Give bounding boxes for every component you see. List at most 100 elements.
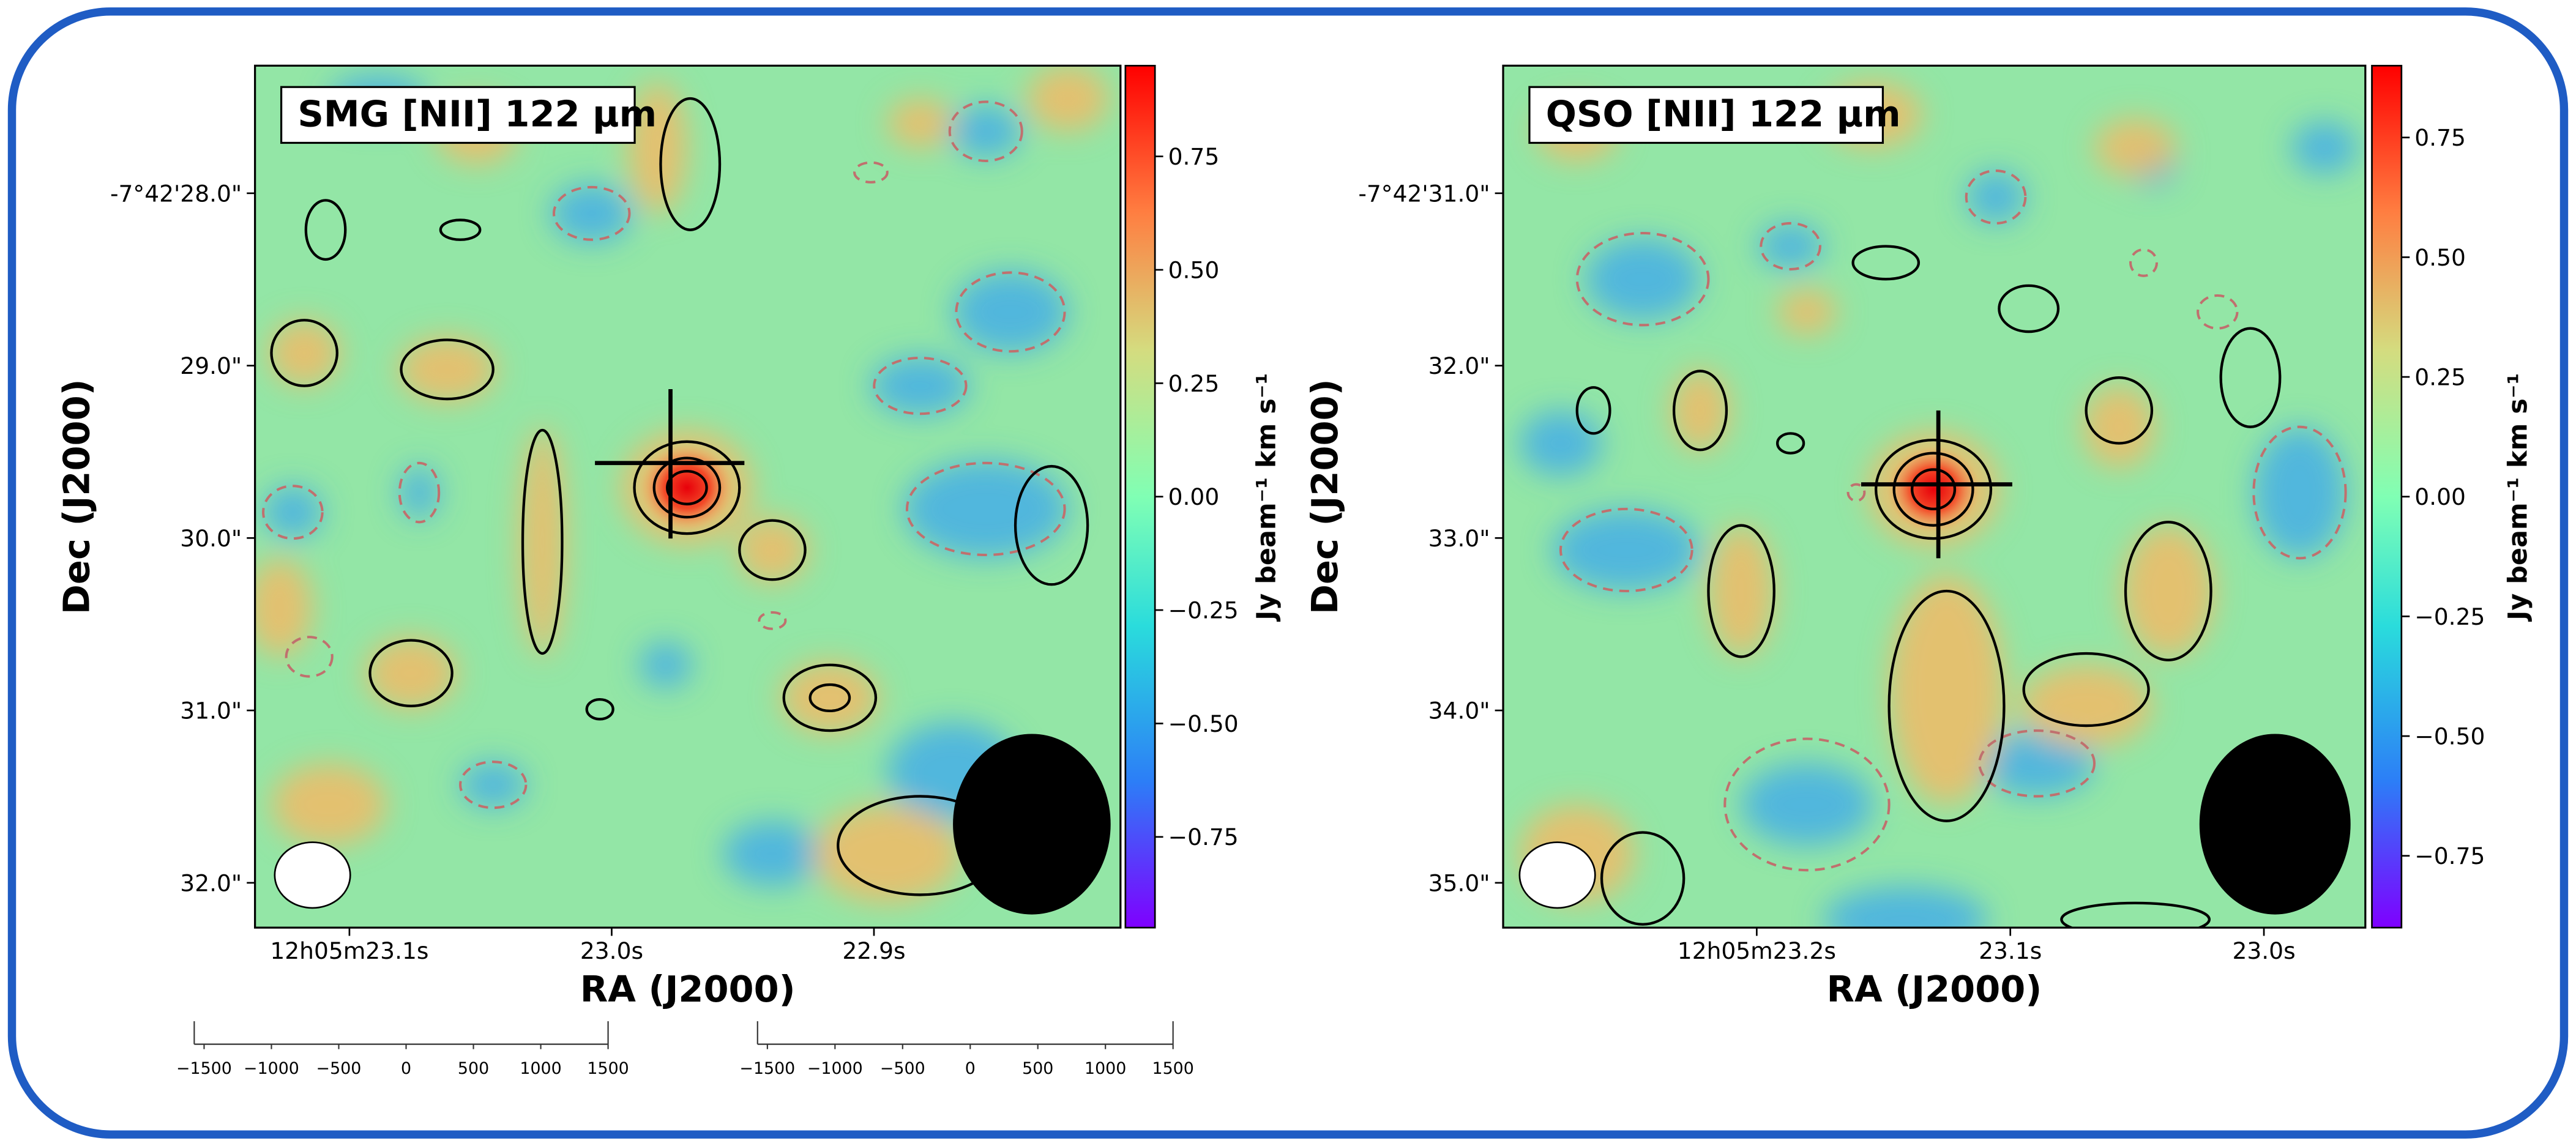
negative-contour: [553, 185, 631, 241]
x-axis-title: RA (J2000): [580, 968, 796, 1010]
strip-tick-label: 500: [1022, 1059, 1053, 1078]
positive-contour: [782, 663, 878, 732]
positive-blob: [2020, 664, 2152, 747]
positive-blob: [1708, 525, 1774, 657]
negative-blob: [1741, 763, 1873, 846]
colorbar-tick-label: 0.00: [2414, 483, 2466, 510]
positive-contour: [1851, 245, 1921, 281]
positive-blob: [2083, 385, 2156, 468]
negative-contour: [1846, 483, 1866, 502]
negative-blob: [870, 356, 969, 415]
positive-blob: [1026, 65, 1110, 132]
beam-ellipse: [1518, 841, 1596, 909]
positive-contour: [1887, 589, 2006, 822]
positive-contour: [2219, 327, 2282, 428]
frame: [7, 7, 2569, 1139]
negative-contour: [1575, 232, 1710, 327]
positive-contour: [1672, 370, 1728, 452]
strip-tick-label: −1000: [807, 1059, 863, 1078]
negative-contour: [853, 161, 889, 184]
negative-contour: [1760, 221, 1821, 271]
positive-contour: [1707, 524, 1775, 658]
x-tick-label: 23.0s: [2232, 937, 2295, 964]
strip-tick-label: 1000: [520, 1059, 561, 1078]
positive-blob: [2094, 118, 2177, 177]
negative-blob: [1552, 508, 1701, 592]
y-tick-label: 35.0": [1428, 869, 1490, 896]
negative-blob: [399, 466, 439, 519]
positive-contour: [1014, 464, 1089, 586]
negative-contour: [285, 636, 334, 678]
positive-contour: [2085, 376, 2154, 445]
positive-blob: [813, 804, 961, 903]
beam-ellipse: [953, 734, 1111, 915]
x-tick-label: 23.1s: [1979, 937, 2042, 964]
negative-blob: [460, 762, 526, 808]
y-axis-title: Dec (J2000): [56, 379, 98, 614]
panel-title: QSO [NII] 122 μm: [1546, 93, 1901, 135]
negative-blob: [1757, 223, 1824, 270]
negative-contour: [955, 271, 1066, 353]
x-tick-label: 23.0s: [580, 937, 643, 964]
colorbar-title: Jy beam⁻¹ km s⁻¹: [2503, 373, 2534, 622]
negative-blob: [949, 105, 1022, 158]
positive-blob: [780, 661, 879, 734]
positive-blob: [1777, 289, 1837, 335]
peak-core: [1887, 446, 1980, 532]
negative-blob: [263, 486, 323, 539]
y-tick-label: 31.0": [180, 698, 242, 724]
positive-contour: [368, 639, 454, 708]
colorbar-title: Jy beam⁻¹ km s⁻¹: [1252, 373, 1282, 622]
positive-blob: [271, 763, 387, 846]
positive-contour: [439, 218, 482, 241]
colorbar-tick-label: −0.50: [1168, 710, 1239, 737]
positive-blob: [2122, 525, 2214, 657]
positive-contour: [2124, 521, 2212, 661]
colorbar-tick-label: 0.25: [1168, 370, 1220, 397]
colorbar-tick-label: 0.50: [1168, 256, 1220, 283]
positive-blob: [1889, 575, 2004, 805]
y-axis-title: Dec (J2000): [1304, 379, 1346, 614]
positive-contour: [585, 698, 614, 721]
y-tick-label: 32.0": [180, 869, 242, 896]
negative-contour: [262, 485, 324, 540]
positive-contour: [304, 199, 347, 261]
negative-contour: [948, 100, 1023, 162]
positive-blob: [255, 558, 313, 657]
positive-contour: [633, 440, 741, 535]
positive-contour: [2022, 652, 2150, 727]
strip-tick-label: 0: [401, 1059, 411, 1078]
negative-blob: [1823, 887, 1988, 928]
positive-blob: [1670, 369, 1730, 452]
positive-contour: [738, 519, 807, 581]
positive-contour: [2060, 901, 2211, 928]
map-image: [255, 65, 1121, 928]
negative-contour: [398, 461, 441, 524]
x-tick-label: 12h05m23.2s: [1678, 937, 1836, 964]
y-tick-label: 34.0": [1428, 698, 1490, 724]
negative-contour: [2129, 248, 2159, 277]
negative-blob: [1966, 171, 2026, 223]
negative-blob: [723, 820, 822, 887]
colorbar-tick-label: 0.75: [2414, 124, 2466, 151]
colorbar-tick-label: 0.75: [1168, 143, 1220, 170]
y-tick-label: 32.0": [1428, 352, 1490, 379]
x-tick-label: 22.9s: [842, 937, 905, 964]
strip-tick-label: 1000: [1085, 1059, 1126, 1078]
positive-blob: [887, 99, 954, 148]
strip-tick-label: 0: [965, 1059, 976, 1078]
negative-blob: [953, 270, 1068, 353]
y-tick-label: 33.0": [1428, 525, 1490, 552]
colorbar-tick-label: 0.25: [2414, 363, 2466, 390]
strip-tick-label: 1500: [587, 1059, 629, 1078]
positive-blob: [736, 517, 808, 583]
positive-contour: [400, 338, 495, 401]
beam-ellipse: [274, 841, 351, 909]
x-tick-label: 12h05m23.1s: [270, 937, 428, 964]
negative-contour: [873, 356, 968, 415]
negative-contour: [2252, 425, 2347, 560]
positive-contour: [659, 97, 722, 231]
negative-contour: [1559, 507, 1693, 593]
